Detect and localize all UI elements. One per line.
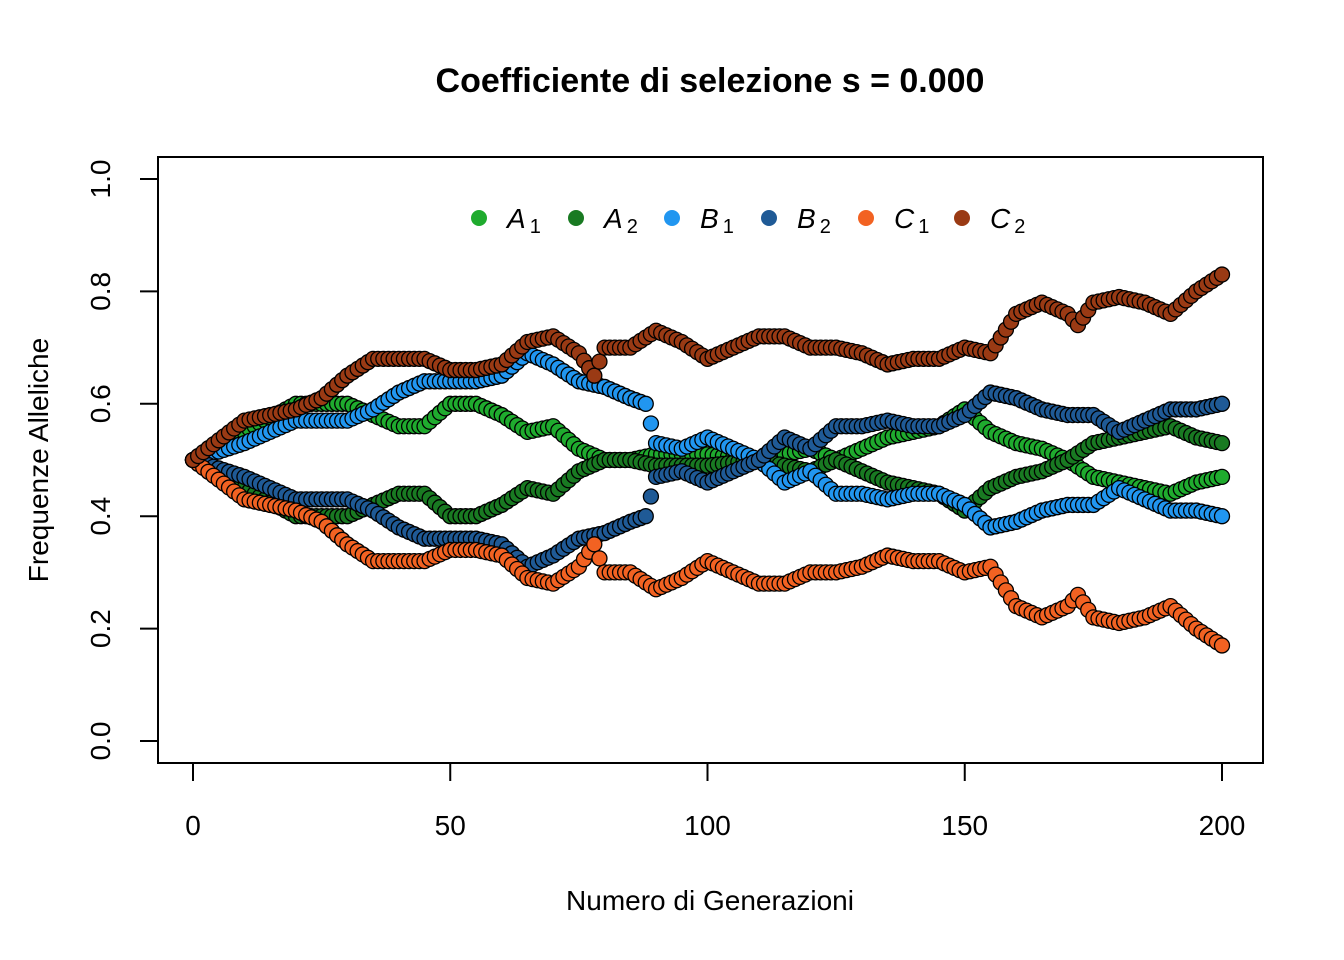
y-axis: 0.0 0.2 0.4 0.6 0.8 1.0 [85,160,159,761]
data-point [1213,637,1231,654]
data-point [1213,508,1231,525]
series-b1 [184,345,1231,536]
data-point [637,508,654,525]
legend-marker [858,210,874,226]
data-point [642,415,660,432]
x-axis: 0 50 100 150 200 [185,762,1246,841]
legend-marker [954,210,970,226]
data-point [642,488,660,505]
data-point [591,353,608,370]
y-tick-label: 0.4 [85,497,116,536]
x-tick-label: 150 [941,810,988,841]
series-c1 [184,451,1231,654]
data-point [1213,395,1231,412]
y-tick-label: 1.0 [85,160,116,199]
legend-marker [568,210,584,226]
data-point [1213,434,1231,452]
data-point [586,367,603,384]
y-tick-label: 0.0 [85,722,116,761]
chart-title: Coefficiente di selezione s = 0.000 [436,62,985,100]
x-tick-label: 50 [435,810,466,841]
points-layer [184,266,1231,654]
data-point [591,550,608,567]
x-tick-label: 0 [185,810,201,841]
legend-marker [471,210,487,226]
y-tick-label: 0.6 [85,384,116,423]
x-axis-label: Numero di Generazioni [566,885,854,916]
y-tick-label: 0.8 [85,272,116,311]
y-axis-label: Frequenze Alleliche [23,338,54,582]
series-c2 [184,266,1231,469]
data-point [637,395,654,412]
x-tick-label: 200 [1199,810,1246,841]
data-point [586,536,603,553]
data-point [1213,266,1231,283]
data-point [1213,468,1231,486]
y-tick-label: 0.2 [85,609,116,648]
legend-marker [761,210,777,226]
x-tick-label: 100 [684,810,731,841]
legend-marker [664,210,680,226]
